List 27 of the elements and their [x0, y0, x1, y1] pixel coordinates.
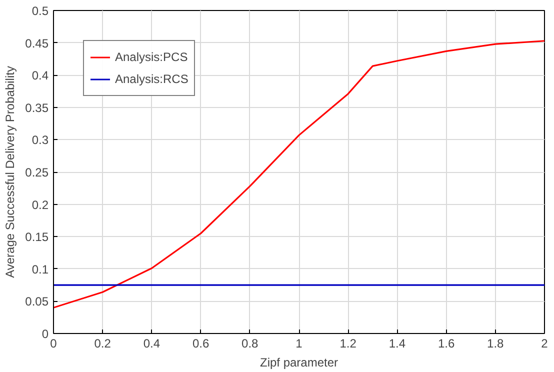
y-tick-label: 0.5	[32, 4, 49, 18]
x-tick-label: 0	[50, 336, 58, 350]
y-axis-title: Average Successful Delivery Probability	[3, 66, 18, 278]
y-tick-label: 0	[42, 327, 49, 341]
x-tick-label: 1	[296, 336, 303, 350]
x-tick-label: 0.4	[143, 336, 160, 350]
x-tick-label: 1.4	[388, 336, 406, 350]
y-tick-label: 0.1	[32, 262, 49, 276]
x-tick-label: 0.2	[94, 336, 112, 350]
y-tick-label: 0.4	[32, 68, 49, 83]
legend-label: Analysis:PCS	[115, 50, 188, 64]
x-axis-title: Zipf parameter	[260, 356, 338, 370]
y-tick-label: 0.25	[25, 166, 49, 180]
x-tick-label: 0.8	[242, 336, 259, 350]
y-tick-label: 0.05	[25, 294, 49, 309]
y-tick-label: 0.15	[25, 230, 49, 244]
y-tick-label: 0.3	[32, 133, 49, 148]
x-tick-label: 1.6	[438, 336, 455, 350]
line-series	[54, 40, 544, 308]
y-tick-label: 0.35	[25, 100, 49, 115]
x-tick-label: 1.8	[487, 336, 504, 350]
x-tick-label: 2	[541, 336, 548, 350]
x-tick-label: 1.2	[340, 336, 357, 350]
legend-label: Analysis:RCS	[115, 72, 188, 86]
x-tick-label: 0.6	[192, 336, 210, 350]
y-tick-label: 0.45	[25, 36, 49, 50]
y-tick-label: 0.2	[32, 198, 49, 212]
